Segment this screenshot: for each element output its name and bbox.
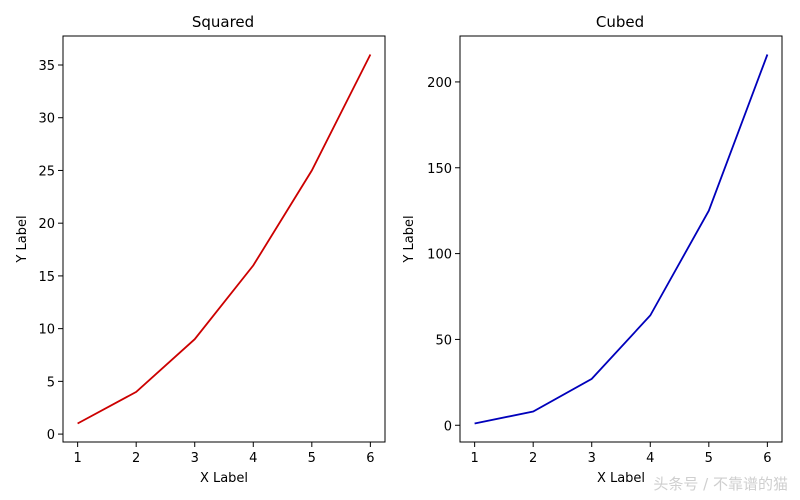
x-tick-label: 5 — [705, 451, 713, 466]
plot-area — [62, 35, 386, 443]
x-tick-label: 4 — [249, 451, 257, 466]
series-lines — [474, 54, 769, 425]
y-tick-label: 35 — [38, 59, 55, 74]
subplot-squared: Squared 1 2 3 4 5 6 0 5 10 15 20 25 30 35 X Label Y … — [15, 13, 386, 486]
y-tick-label: 5 — [47, 375, 55, 390]
y-axis: 0 5 10 15 20 25 30 35 — [38, 59, 63, 443]
series-line — [474, 54, 769, 425]
y-tick-label: 0 — [47, 428, 55, 443]
x-tick-label: 3 — [191, 451, 199, 466]
x-tick-label: 3 — [588, 451, 596, 466]
y-tick-label: 200 — [427, 76, 452, 91]
y-axis: 0 50 100 150 200 — [427, 76, 460, 434]
y-tick-label: 25 — [38, 164, 55, 179]
y-tick-label: 50 — [435, 333, 452, 348]
y-tick-label: 20 — [38, 217, 55, 232]
chart-title: Cubed — [596, 13, 644, 31]
y-tick-label: 10 — [38, 323, 55, 338]
y-axis-label: Y Label — [15, 215, 30, 263]
subplot-cubed: Cubed 1 2 3 4 5 6 0 50 100 150 200 X Label Y Labe… — [402, 13, 783, 486]
x-tick-label: 1 — [470, 451, 478, 466]
y-tick-label: 150 — [427, 162, 452, 177]
x-axis-label: X Label — [597, 471, 645, 486]
x-tick-label: 4 — [646, 451, 654, 466]
y-tick-label: 30 — [38, 112, 55, 127]
x-axis: 1 2 3 4 5 6 — [73, 442, 375, 466]
x-axis-label: X Label — [200, 471, 248, 486]
y-tick-label: 100 — [427, 248, 452, 263]
series-lines — [77, 54, 372, 425]
x-tick-label: 1 — [73, 451, 81, 466]
x-tick-label: 6 — [366, 451, 374, 466]
chart-title: Squared — [192, 13, 254, 31]
y-tick-label: 0 — [444, 419, 452, 434]
x-axis: 1 2 3 4 5 6 — [470, 442, 772, 466]
x-tick-label: 2 — [529, 451, 537, 466]
watermark: 头条号 / 不靠谱的猫 — [653, 475, 788, 493]
x-tick-label: 2 — [132, 451, 140, 466]
x-tick-label: 6 — [763, 451, 771, 466]
plot-area — [459, 35, 783, 443]
y-axis-label: Y Label — [402, 215, 417, 263]
series-line — [77, 54, 372, 425]
y-tick-label: 15 — [38, 270, 55, 285]
x-tick-label: 5 — [308, 451, 316, 466]
